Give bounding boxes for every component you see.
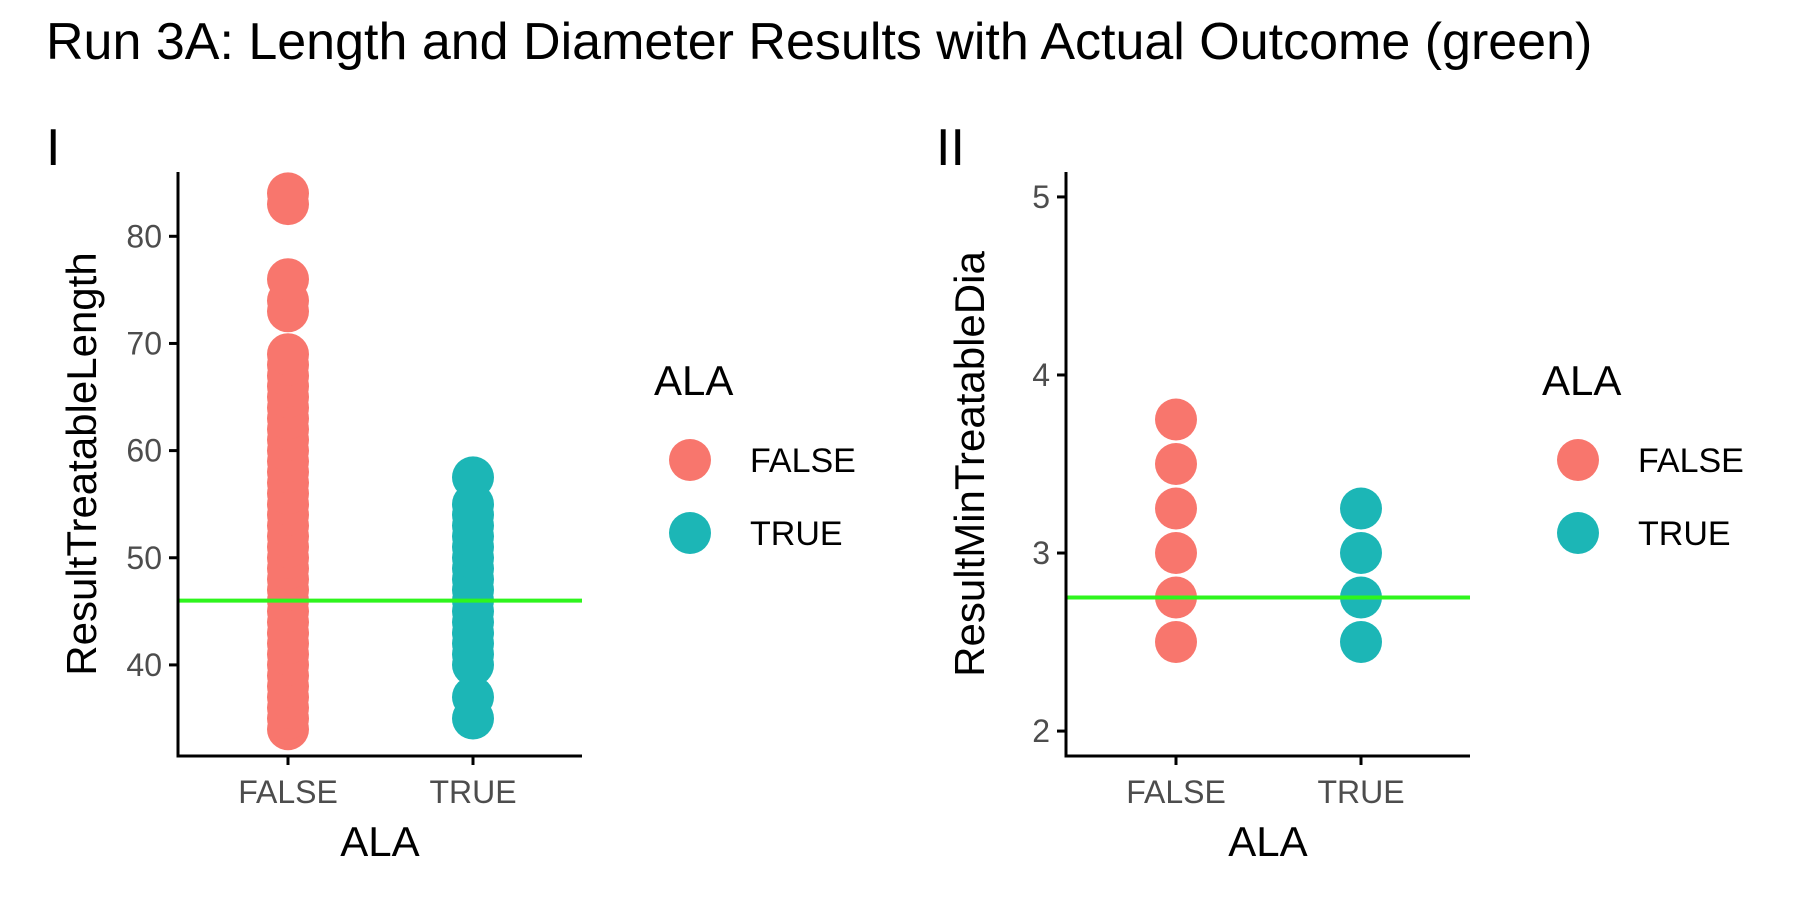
point-p1-false	[267, 172, 309, 215]
legend-title-p2: ALA	[1542, 357, 1621, 404]
point-p1-false	[267, 258, 309, 301]
x-axis-title-p2: ALA	[1228, 818, 1307, 865]
y-tick-label-p1: 80	[126, 218, 162, 254]
legend-label-p1-false: FALSE	[750, 442, 856, 480]
y-tick-label-p1: 60	[126, 433, 162, 469]
point-p2-true	[1340, 621, 1382, 663]
y-tick-label-p2: 4	[1032, 357, 1050, 393]
x-tick-label-p2: TRUE	[1317, 774, 1404, 810]
chart-title: Run 3A: Length and Diameter Results with…	[46, 13, 1593, 71]
panel-tag-2: II	[936, 119, 965, 177]
legend-swatch-p1-false	[669, 439, 711, 481]
y-tick-label-p1: 40	[126, 647, 162, 683]
point-p2-false	[1155, 621, 1197, 663]
x-tick-label-p2: FALSE	[1126, 774, 1226, 810]
point-p1-true	[452, 676, 494, 719]
y-tick-label-p2: 2	[1032, 713, 1050, 749]
point-p2-false	[1155, 443, 1197, 485]
y-axis-title-p1: ResultTreatableLength	[58, 252, 105, 675]
point-p2-false	[1155, 398, 1197, 441]
legend-label-p1-true: TRUE	[750, 515, 843, 553]
legend-swatch-p2-true	[1557, 512, 1599, 554]
legend-title-p1: ALA	[654, 357, 733, 404]
point-p1-false	[267, 333, 309, 376]
panel-tag-1: I	[46, 119, 61, 177]
x-tick-label-p1: FALSE	[238, 774, 338, 810]
y-tick-label-p2: 5	[1032, 179, 1050, 215]
legend-swatch-p1-true	[669, 512, 711, 554]
legend-swatch-p2-false	[1557, 439, 1599, 481]
y-tick-label-p1: 50	[126, 540, 162, 576]
x-tick-label-p1: TRUE	[429, 774, 516, 810]
y-tick-label-p1: 70	[126, 325, 162, 361]
point-p1-true	[452, 456, 494, 499]
point-p2-true	[1340, 532, 1382, 574]
point-p2-false	[1155, 487, 1197, 530]
legend-label-p2-true: TRUE	[1638, 515, 1731, 553]
y-tick-label-p2: 3	[1032, 535, 1050, 571]
legend-label-p2-false: FALSE	[1638, 442, 1744, 480]
x-axis-title-p1: ALA	[340, 818, 419, 865]
point-p2-true	[1340, 487, 1382, 530]
y-axis-title-p2: ResultMinTreatableDia	[946, 251, 993, 677]
point-p2-false	[1155, 532, 1197, 574]
